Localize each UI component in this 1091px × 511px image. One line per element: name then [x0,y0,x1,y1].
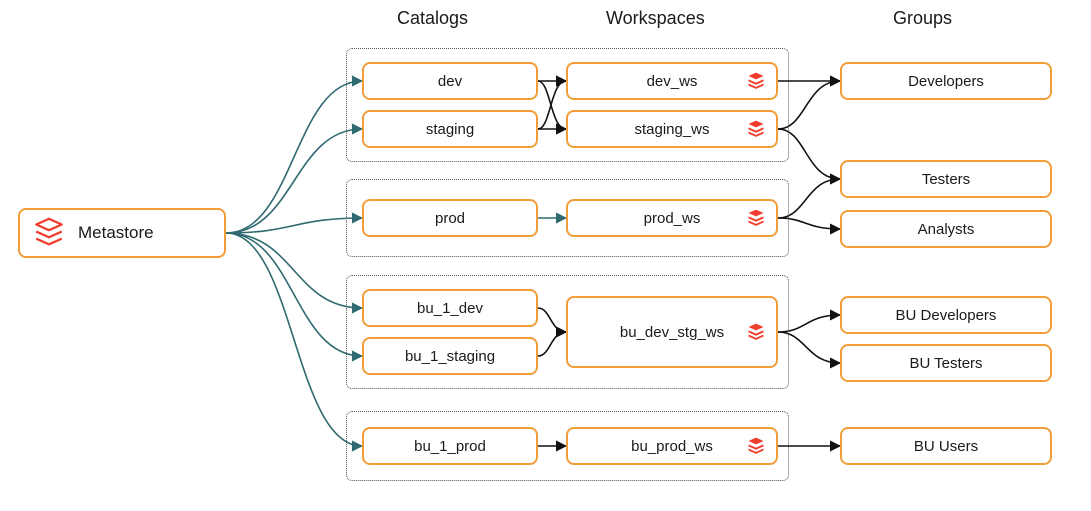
catalog-node-bu_1_staging: bu_1_staging [362,337,538,375]
databricks-icon [746,71,766,91]
edge-metastore-to-dev [226,81,362,233]
workspace-node-bu_prod_ws: bu_prod_ws [566,427,778,465]
group-label: BU Testers [909,355,982,372]
group-node-bu_users: BU Users [840,427,1052,465]
group-label: Analysts [918,221,975,238]
catalog-node-bu_1_prod: bu_1_prod [362,427,538,465]
catalog-label: dev [438,73,462,90]
databricks-icon [746,208,766,228]
workspace-node-staging_ws: staging_ws [566,110,778,148]
workspace-label: bu_dev_stg_ws [568,324,776,341]
group-label: Developers [908,73,984,90]
edge-metastore-to-staging [226,129,362,233]
edge-metastore-to-bu_1_staging [226,233,362,356]
group-node-bu_developers: BU Developers [840,296,1052,334]
workspace-label: bu_prod_ws [568,438,776,455]
catalog-node-bu_1_dev: bu_1_dev [362,289,538,327]
group-label: BU Users [914,438,978,455]
databricks-icon [746,436,766,456]
catalog-node-staging: staging [362,110,538,148]
catalog-label: staging [426,121,474,138]
edge-metastore-to-bu_1_prod [226,233,362,446]
workspace-label: staging_ws [568,121,776,138]
group-node-developers: Developers [840,62,1052,100]
catalog-node-dev: dev [362,62,538,100]
databricks-icon [746,119,766,139]
catalog-label: bu_1_staging [405,348,495,365]
header-catalogs: Catalogs [397,8,468,29]
databricks-icon [32,216,66,250]
workspace-label: dev_ws [568,73,776,90]
metastore-node: Metastore [18,208,226,258]
group-node-bu_testers: BU Testers [840,344,1052,382]
header-workspaces: Workspaces [606,8,705,29]
group-label: Testers [922,171,970,188]
edge-metastore-to-bu_1_dev [226,233,362,308]
workspace-node-dev_ws: dev_ws [566,62,778,100]
catalog-label: bu_1_prod [414,438,486,455]
group-label: BU Developers [896,307,997,324]
workspace-node-prod_ws: prod_ws [566,199,778,237]
header-groups: Groups [893,8,952,29]
group-node-testers: Testers [840,160,1052,198]
catalog-label: bu_1_dev [417,300,483,317]
workspace-node-bu_dev_stg_ws: bu_dev_stg_ws [566,296,778,368]
metastore-label: Metastore [78,223,154,243]
catalog-node-prod: prod [362,199,538,237]
group-node-analysts: Analysts [840,210,1052,248]
workspace-label: prod_ws [568,210,776,227]
databricks-icon [746,322,766,342]
catalog-label: prod [435,210,465,227]
edge-metastore-to-prod [226,218,362,233]
